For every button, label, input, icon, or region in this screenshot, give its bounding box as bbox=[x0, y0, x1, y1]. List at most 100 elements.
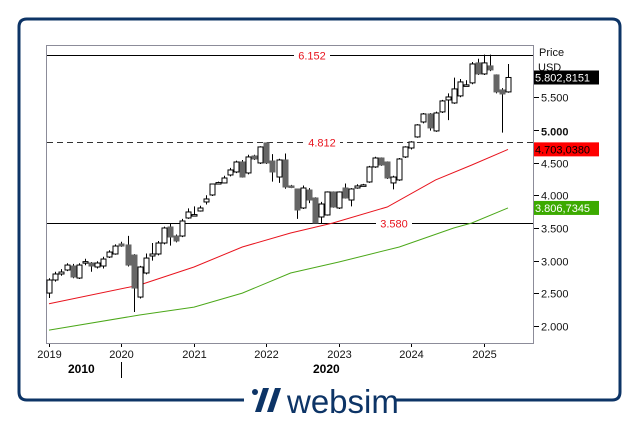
candle bbox=[402, 146, 409, 159]
candle bbox=[318, 201, 325, 224]
candle-body-down bbox=[294, 188, 301, 211]
candle bbox=[215, 181, 222, 185]
y-tick-label: 3.000 bbox=[541, 257, 569, 269]
logo-text: websim bbox=[286, 383, 399, 420]
candle-body-down bbox=[251, 155, 258, 160]
candle bbox=[233, 160, 240, 174]
candle bbox=[499, 88, 506, 133]
candle bbox=[173, 234, 180, 243]
candle-body-up bbox=[227, 169, 234, 176]
candle-body-up bbox=[433, 112, 440, 132]
candle-body-up bbox=[179, 220, 186, 237]
candle bbox=[360, 183, 367, 187]
candle-body-down bbox=[342, 187, 349, 199]
price-badge-label: 3.806,7345 bbox=[535, 203, 590, 215]
candle bbox=[161, 226, 168, 245]
candle bbox=[118, 241, 125, 247]
candle bbox=[149, 243, 156, 261]
candle-body-down bbox=[427, 113, 434, 129]
candle bbox=[336, 191, 343, 210]
websim-logo: websim bbox=[252, 383, 399, 420]
level-label: 3.580 bbox=[380, 219, 408, 231]
candle-body-up bbox=[354, 185, 361, 189]
candle bbox=[445, 93, 452, 121]
candle bbox=[82, 258, 89, 266]
candle-body-up bbox=[58, 271, 65, 275]
y-tick-label: 4.500 bbox=[541, 159, 569, 171]
candle-body-up bbox=[318, 203, 325, 218]
candle bbox=[396, 158, 403, 181]
candle bbox=[209, 183, 216, 196]
candle bbox=[239, 160, 246, 178]
outer-frame bbox=[17, 17, 622, 402]
candle-body-up bbox=[106, 251, 113, 258]
axis-title-price: Price bbox=[539, 47, 564, 59]
candle bbox=[463, 80, 470, 87]
candle-body-up bbox=[185, 211, 192, 219]
candle-body-up bbox=[396, 158, 403, 181]
candle bbox=[487, 54, 494, 72]
candle-body-up bbox=[366, 166, 373, 183]
price-badge bbox=[534, 200, 599, 215]
candle-body-up bbox=[402, 146, 409, 158]
candle-body-up bbox=[348, 188, 355, 201]
candle bbox=[390, 175, 397, 190]
candle-body-up bbox=[324, 191, 331, 216]
candle-body-up bbox=[457, 81, 464, 97]
candle bbox=[179, 218, 186, 238]
candle bbox=[70, 263, 77, 279]
candle bbox=[493, 74, 500, 94]
candle-body-up bbox=[112, 245, 119, 255]
candle-body-up bbox=[191, 214, 198, 217]
candle-body-up bbox=[257, 146, 264, 164]
candle bbox=[263, 142, 270, 164]
candle bbox=[433, 111, 440, 132]
candle-body-up bbox=[209, 183, 216, 196]
candle-body-down bbox=[288, 185, 295, 188]
price-badge-label: 4.703,0380 bbox=[535, 144, 590, 156]
candle bbox=[420, 112, 427, 124]
candle bbox=[137, 265, 144, 299]
candle bbox=[451, 77, 458, 104]
candle bbox=[475, 58, 482, 76]
logo-slash-icon bbox=[255, 388, 269, 412]
candle-body-down bbox=[378, 157, 385, 166]
decade-label-2020: 2020 bbox=[313, 362, 340, 376]
candle-body-up bbox=[300, 187, 307, 209]
x-tick-label: 2020 bbox=[109, 349, 133, 361]
candle-body-up bbox=[94, 262, 101, 268]
candle bbox=[245, 154, 252, 175]
x-tick-label: 2025 bbox=[472, 349, 496, 361]
candle bbox=[167, 224, 174, 246]
logo-slash-icon bbox=[267, 388, 281, 412]
candle-body-up bbox=[360, 184, 367, 187]
candle bbox=[408, 141, 415, 150]
candle bbox=[197, 205, 204, 212]
level-label-bg bbox=[294, 49, 330, 62]
candle bbox=[276, 158, 283, 183]
y-tick-label: 5.500 bbox=[541, 93, 569, 105]
level-label-bg bbox=[304, 136, 340, 149]
candle-body-up bbox=[52, 273, 59, 281]
candle bbox=[88, 261, 95, 272]
candle-body-down bbox=[487, 65, 494, 71]
candle bbox=[378, 157, 385, 166]
candle bbox=[330, 191, 337, 208]
candle bbox=[269, 154, 276, 182]
candle bbox=[100, 256, 107, 269]
candle-body-up bbox=[143, 257, 150, 274]
candle bbox=[294, 188, 301, 219]
candle-body-up bbox=[76, 264, 83, 279]
axis-unit: USD bbox=[538, 62, 561, 74]
candle bbox=[251, 154, 258, 161]
candle-body-down bbox=[131, 254, 138, 289]
candle bbox=[52, 271, 59, 282]
candle bbox=[58, 269, 65, 276]
candle-body-up bbox=[221, 177, 228, 184]
x-tick-label: 2024 bbox=[399, 349, 423, 361]
candle-body-down bbox=[499, 89, 506, 95]
candle bbox=[257, 146, 264, 164]
candle-body-down bbox=[493, 74, 500, 93]
ma-green-line bbox=[48, 207, 509, 331]
candle bbox=[288, 184, 295, 189]
